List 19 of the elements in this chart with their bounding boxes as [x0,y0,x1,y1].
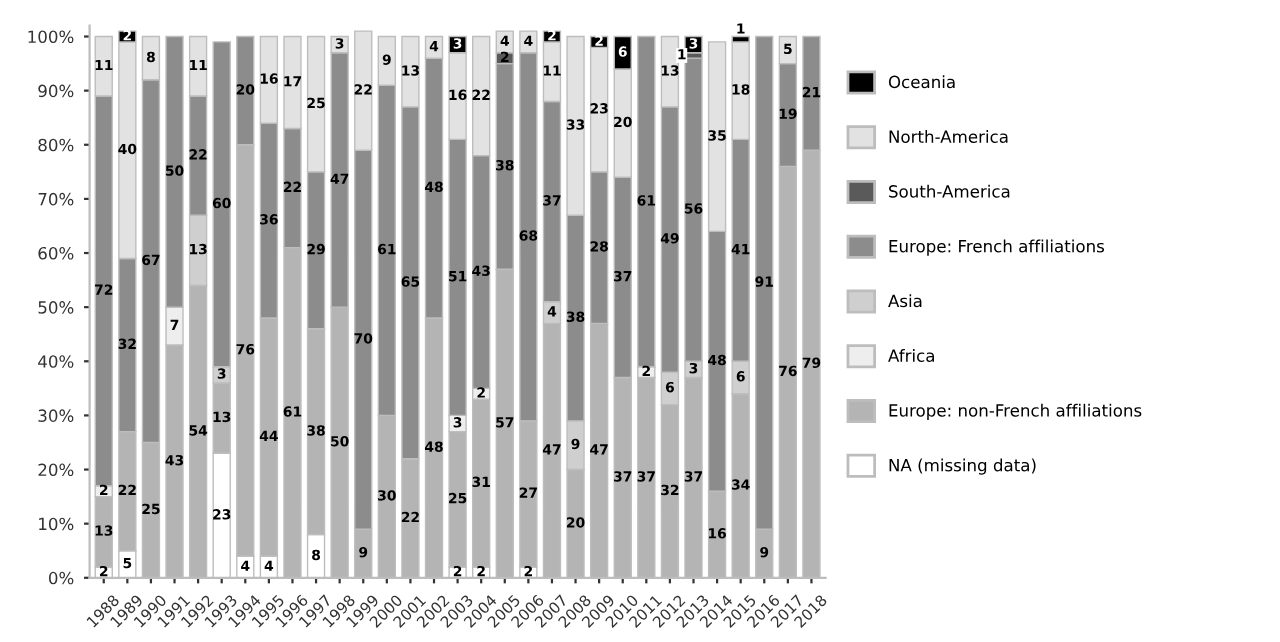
y-tick-label: 40% [38,355,74,368]
y-tick-label: 90% [38,84,74,98]
y-tick-label: 20% [38,463,74,477]
y-tick-label: 60% [38,246,74,260]
legend-label: NA (missing data) [889,458,1036,475]
legend-label: Africa [888,349,934,362]
legend-label: Europe: non-French affiliations [889,403,1142,420]
y-tick-label: 70% [38,192,74,206]
legend-label: Europe: French affiliations [889,239,1105,256]
legend-label: North-America [889,130,1008,143]
y-tick-label: 80% [38,138,74,152]
y-tick-label: 30% [38,409,74,422]
y-tick-label: 50% [38,301,74,314]
legend-label: Asia [888,294,922,308]
y-tick-label: 0% [48,571,74,585]
legend-label: Oceania [888,75,955,89]
legend-label: South-America [889,184,1010,198]
y-tick-label: 100% [28,30,74,44]
y-tick-label: 10% [39,517,74,531]
